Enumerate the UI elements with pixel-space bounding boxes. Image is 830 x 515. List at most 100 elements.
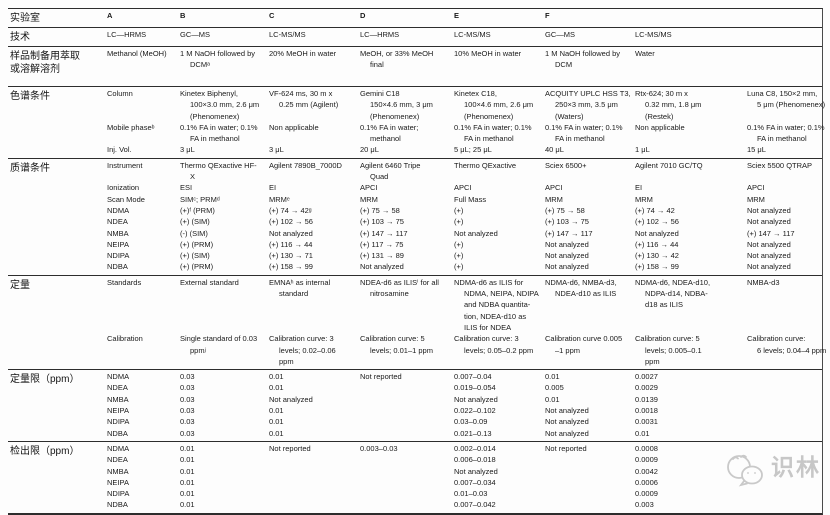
table-cell: APCI [454, 183, 472, 193]
row-sublabel: NMBA [107, 228, 129, 238]
table-cell: 0.0009 [635, 489, 658, 499]
table-cell: Agilent 7890B_7000D [269, 160, 342, 170]
table-sections: 实验室 A B C D E F 技术 LC—HRMS GC—MS LC-MS/MS LC—HRMS LC… [8, 9, 827, 513]
table-cell [360, 394, 454, 405]
table-cell: 0.0029 [635, 383, 658, 393]
table-row: Column Kinetex Biphenyl, 100×3.0 mm, 2.6 … [107, 88, 825, 122]
table-cell: Not reported [360, 372, 402, 382]
table-cell: 0.01 [269, 372, 284, 382]
table-cell: 0.0031 [635, 417, 658, 427]
table-cell [545, 454, 635, 465]
table-cell: Not analyzed [545, 262, 589, 272]
table-cell: NDMA-d6, NDEA-d10, NDPA-d14, NDBA- d18 a… [635, 277, 711, 310]
table-cell: C [269, 11, 275, 20]
table-cell: 0.03 [180, 372, 195, 382]
table-cell: 0.03 [180, 428, 195, 438]
table-cell: 0.01 [269, 383, 284, 393]
table-cell: 0.01 [180, 489, 195, 499]
table-cell: 0.03–0.09 [454, 417, 488, 427]
table-cell [360, 428, 454, 439]
table-cell: 0.03 [180, 383, 195, 393]
table-cell [360, 477, 454, 488]
table-cell: Not analyzed [545, 251, 589, 261]
row-sublabel: NEIPA [107, 239, 129, 249]
table-cell: Not analyzed [545, 428, 589, 438]
section-quantitation: 定量 Standards External standard EMNAʰ as int… [8, 276, 827, 371]
table-cell [269, 477, 360, 488]
table-cell: NDMA-d6 as ILIS for NDMA, NEIPA, NDIPA a… [454, 277, 539, 332]
table-cell: External standard [180, 277, 239, 287]
table-cell: Kinetex C18, 100×4.6 mm, 2.6 μm (Phenome… [454, 89, 534, 121]
table-cell: 0.0006 [635, 477, 658, 487]
row-sublabel: NDMA [107, 205, 130, 215]
table-cell [747, 382, 824, 393]
table-cell: Non applicable [269, 122, 319, 132]
table-cell: MRM [635, 194, 653, 204]
section-label-laboratory: 实验室 [10, 13, 40, 24]
table-cell: SIMᶜ; PRMᵈ [180, 194, 220, 204]
table-cell: Not analyzed [454, 394, 498, 404]
table-cell: 0.0008 [635, 443, 658, 453]
table-cell: EI [269, 183, 277, 193]
table-cell: (+) 117 → 75 [360, 239, 404, 249]
table-cell: 0.1% FA in water; 0.1% FA in methanol [747, 122, 825, 144]
table-cell [747, 405, 824, 416]
section-rows: Methanol (MeOH) 1 M NaOH followed by DCMᵃ… [107, 48, 824, 84]
table-row: NDEA 0.01 0.006–0.018 0.0009 [107, 454, 824, 465]
table-cell: Thermo QExactive HF- X [180, 160, 257, 182]
table-row: NDBA 0.01 0.007–0.042 0.003 [107, 499, 824, 510]
shilin-logo-icon [727, 454, 763, 487]
row-sublabel: NDBA [107, 428, 128, 438]
table-row: NDBA 0.03 0.01 0.021–0.13 Not analyzed 0.01 [107, 428, 824, 439]
table-cell [747, 394, 824, 405]
table-cell: 15 μL [747, 145, 766, 155]
table-cell: Not analyzed [454, 466, 498, 476]
table-cell: Sciex 6500+ [545, 160, 587, 170]
table-cell [269, 466, 360, 477]
document-page: { "watermark": { "text": "识林", "logo": "… [8, 8, 827, 515]
table-cell: 0.0139 [635, 394, 658, 404]
table-row: LC—HRMS GC—MS LC-MS/MS LC—HRMS LC-MS/MS GC—MS… [107, 29, 824, 40]
watermark-text: 识林 [771, 454, 821, 481]
section-label-ms-conditions: 质谱条件 [10, 162, 50, 174]
table-cell: Sciex 5500 QTRAP [747, 160, 813, 170]
table-cell: 0.019–0.054 [454, 383, 496, 393]
table-cell: 0.003–0.03 [360, 443, 398, 453]
table-cell: 0.1% FA in water; 0.1% FA in methanol [180, 122, 258, 144]
table-cell: Not analyzed [545, 406, 589, 416]
table-cell: Not analyzed [360, 262, 404, 272]
row-sublabel: Mobile phaseᵇ [107, 122, 155, 132]
table-cell: EI [635, 183, 643, 193]
table-cell: F [545, 11, 550, 20]
table-cell: (+) 74 → 42 [635, 205, 675, 215]
table-cell [747, 499, 824, 510]
table-cell: Full Mass [454, 194, 487, 204]
table-cell: MRM [545, 194, 563, 204]
row-sublabel: NDEA [107, 383, 128, 393]
table-cell: 0.003 [635, 500, 654, 510]
table-cell: 0.021–0.13 [454, 428, 492, 438]
table-cell: 0.007–0.034 [454, 477, 496, 487]
section-rows: A B C D E F [107, 10, 824, 25]
table-cell: ESI [180, 183, 193, 193]
row-sublabel: NEIPA [107, 477, 129, 487]
table-cell: (+) 147 → 117 [360, 228, 408, 238]
table-cell: Calibration curve: 6 levels; 0.04–4 ppm [747, 334, 827, 355]
table-cell: Agilent 7010 GC/TQ [635, 160, 703, 170]
table-row: NMBA 0.01 Not analyzed 0.0042 [107, 466, 824, 477]
table-cell [360, 499, 454, 510]
table-cell: NDMA-d6, NMBA-d3, NDEA-d10 as ILIS [545, 277, 617, 299]
table-cell: Not reported [545, 443, 587, 453]
table-cell [269, 488, 360, 499]
row-sublabel: Inj. Vol. [107, 145, 132, 155]
table-row: Inj. Vol. 3 μL 3 μL 20 μL 5 μL; 25 μL 40 μL 1 … [107, 144, 824, 155]
table-cell: MRMᵉ [269, 194, 290, 204]
table-row: NDEA (+) (SIM) (+) 102 → 56 (+) 103 → 75 (+)… [107, 216, 824, 227]
table-cell [747, 48, 824, 71]
table-cell: 0.0027 [635, 372, 658, 382]
table-cell: 1 μL [635, 145, 650, 155]
table-cell: (+) 130 → 71 [269, 251, 313, 261]
table-cell: 5 μL; 25 μL [454, 145, 492, 155]
table-cell: (+) 74 → 42ᵍ [269, 205, 312, 215]
table-cell: 20% MeOH in water [269, 49, 337, 58]
